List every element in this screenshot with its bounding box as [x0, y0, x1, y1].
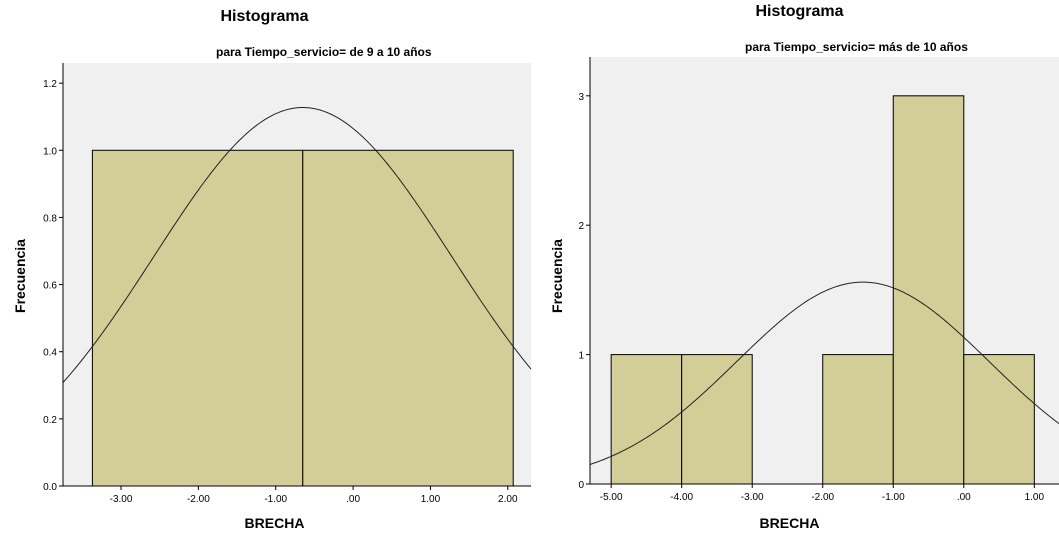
- x-tick-label: -2.00: [811, 492, 834, 503]
- y-tick-label: 0: [578, 480, 584, 491]
- histogram-bar: [302, 149, 514, 487]
- x-tick-label: -1.00: [882, 492, 905, 503]
- y-tick-label: 3: [578, 92, 584, 103]
- histogram-bar: [822, 354, 894, 485]
- y-tick-label: 0.0: [43, 482, 57, 493]
- x-tick-label: -1.00: [264, 494, 287, 505]
- histogram-plot: -5.00 -4.00 -3.00 -2.00 -1.00 .00 1.00 0 1 2 3: [578, 57, 1059, 503]
- x-tick-label: -3.00: [741, 492, 764, 503]
- x-tick-label: 1.00: [1025, 492, 1045, 503]
- x-tick-label: .00: [957, 492, 971, 503]
- y-tick-label: 0.4: [43, 348, 57, 359]
- histogram-bar: [610, 354, 683, 485]
- x-tick-label: -2.00: [187, 494, 210, 505]
- normal-curve: [62, 107, 532, 383]
- histogram-plot: -3.00 -2.00 -1.00 .00 1.00 2.00 0.0 0.2 0.4 0.6 0.…: [43, 63, 532, 505]
- x-tick-label: 2.00: [498, 494, 518, 505]
- chart-subtitle: para Tiempo_servicio= de 9 a 10 años: [216, 45, 432, 59]
- x-axis-label: BRECHA: [244, 515, 305, 531]
- histogram-bar: [963, 354, 1035, 485]
- x-tick-label: .00: [346, 494, 360, 505]
- y-tick-label: 1.2: [43, 79, 57, 90]
- histogram-bar: [91, 149, 304, 487]
- normal-curve: [589, 281, 1059, 465]
- y-tick-label: 1: [578, 351, 584, 362]
- x-tick-label: -5.00: [600, 492, 623, 503]
- chart-subtitle: para Tiempo_servicio= más de 10 años: [745, 40, 968, 54]
- x-tick-label: -4.00: [670, 492, 693, 503]
- x-tick-label: 1.00: [421, 494, 441, 505]
- y-tick-label: 0.2: [43, 415, 57, 426]
- y-tick-label: 0.8: [43, 213, 57, 224]
- y-tick-label: 2: [578, 221, 584, 232]
- histogram-bar: [892, 95, 965, 485]
- x-tick-label: -3.00: [110, 494, 133, 505]
- histogram-bar: [681, 354, 753, 485]
- chart-title: Histograma: [220, 8, 309, 25]
- chart-title: Histograma: [755, 3, 844, 20]
- x-axis-label: BRECHA: [759, 515, 820, 531]
- histogram-panel-left: Histograma para Tiempo_servicio= de 9 a …: [0, 0, 532, 541]
- y-tick-label: 1.0: [43, 146, 57, 157]
- histogram-panel-right: Histograma para Tiempo_servicio= más de …: [530, 0, 1059, 541]
- y-tick-label: 0.6: [43, 281, 57, 292]
